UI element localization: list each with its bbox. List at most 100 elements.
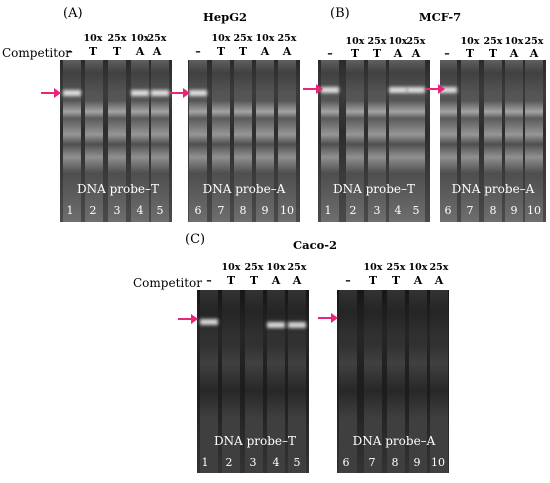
cond-label: T [372,47,382,60]
gel-mcf7-probe-t: DNA probe–T 1 2 3 4 5 [318,60,430,222]
cond-label: A [271,274,281,287]
gel-lane [63,60,81,222]
cond-label: A [411,47,421,60]
probe-label: DNA probe–T [76,182,160,196]
conc-label: 10x [266,262,286,273]
cond-label: A [282,45,292,58]
conc-label: 10x [388,36,408,47]
cond-label: T [391,274,401,287]
lane-number: 7 [217,204,225,217]
cond-label: – [444,47,450,60]
gel-lane [256,60,274,222]
gel-caco2-probe-t: DNA probe–T 1 2 3 4 5 [197,290,309,473]
cond-label: – [345,274,351,287]
gel-lane [339,290,357,473]
cond-label: A [260,45,270,58]
cond-label: T [112,45,122,58]
gel-lane [505,60,523,222]
panel-letter-c: (C) [185,232,206,247]
gel-lane [389,60,407,222]
cond-label: T [368,274,378,287]
cond-label: A [152,45,162,58]
lane-number: 3 [249,456,257,469]
conc-label: 10x [504,36,524,47]
conc-label: 25x [406,36,426,47]
cell-title-hepg2: HepG2 [202,10,248,24]
lane-number: 8 [489,204,497,217]
gel-caco2-probe-a: DNA probe–A 6 7 8 9 10 [337,290,449,473]
shift-band [63,90,81,96]
lane-number: 4 [272,456,280,469]
probe-label: DNA probe–A [202,182,286,196]
conc-label: 25x [147,33,167,44]
lane-number: 9 [510,204,518,217]
conc-label: 25x [244,262,264,273]
conc-label: 25x [429,262,449,273]
gel-lane [189,60,207,222]
cond-label: – [67,45,73,58]
panel-letter-b: (B) [330,6,350,21]
shift-band [407,87,425,93]
arrow-icon [41,88,61,98]
conc-label: 25x [524,36,544,47]
arrow-icon [170,88,190,98]
cond-label: T [249,274,259,287]
cond-label: T [88,45,98,58]
arrow-icon [425,84,445,94]
conc-label: 10x [255,33,275,44]
lane-number: 10 [431,456,445,469]
gel-lane [364,290,382,473]
conc-label: 25x [277,33,297,44]
cond-label: T [465,47,475,60]
arrow-icon [303,84,323,94]
conc-label: 25x [386,262,406,273]
conc-label: 10x [83,33,103,44]
lane-number: 6 [194,204,202,217]
conc-label: 10x [460,36,480,47]
cond-label: A [509,47,519,60]
gel-lane [525,60,543,222]
lane-number: 6 [444,204,452,217]
lane-number: 9 [261,204,269,217]
cond-label: T [238,45,248,58]
conc-label: 25x [287,262,307,273]
lane-number: 2 [89,204,97,217]
conc-label: 10x [408,262,428,273]
shift-band [321,87,339,93]
gel-lane [461,60,479,222]
gel-lane [321,60,339,222]
cond-label: T [488,47,498,60]
cell-title-caco2: Caco-2 [292,238,338,252]
shift-band [131,90,149,96]
lane-number: 7 [368,456,376,469]
conc-label: 10x [345,36,365,47]
shift-band [200,319,218,325]
cond-label: A [393,47,403,60]
gel-lane [288,290,306,473]
lane-number: 1 [324,204,332,217]
cond-label: A [529,47,539,60]
gel-hepg2-probe-a: DNA probe–A 6 7 8 9 10 [188,60,300,222]
lane-number: 8 [391,456,399,469]
gel-lane [484,60,502,222]
panel-letter-a: (A) [63,6,83,21]
probe-label: DNA probe–A [451,182,535,196]
probe-label: DNA probe–A [352,434,436,448]
gel-lane [409,290,427,473]
gel-lane [245,290,263,473]
lane-number: 4 [136,204,144,217]
lane-number: 10 [280,204,294,217]
gel-lane [430,290,448,473]
lane-number: 9 [413,456,421,469]
lane-number: 2 [349,204,357,217]
shift-band [189,90,207,96]
lane-number: 5 [412,204,420,217]
lane-number: 3 [113,204,121,217]
cond-label: A [413,274,423,287]
conc-label: 25x [483,36,503,47]
gel-lane [407,60,425,222]
lane-number: 2 [225,456,233,469]
probe-label: DNA probe–T [213,434,297,448]
cond-label: A [434,274,444,287]
cell-title-mcf7: MCF-7 [418,10,462,24]
